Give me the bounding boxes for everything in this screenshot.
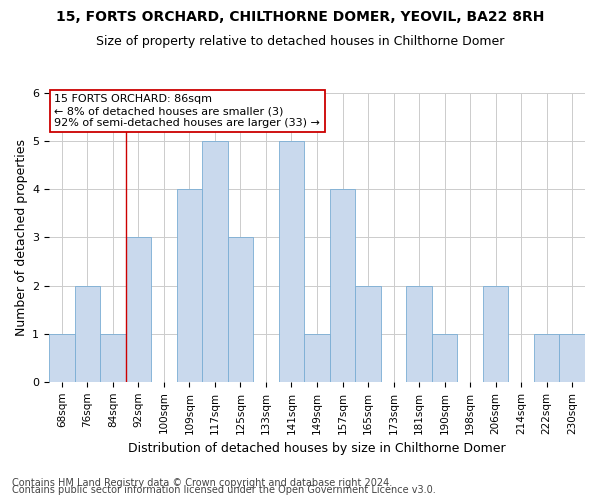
Bar: [483, 286, 508, 382]
X-axis label: Distribution of detached houses by size in Chilthorne Domer: Distribution of detached houses by size …: [128, 442, 506, 455]
Bar: [304, 334, 330, 382]
Bar: [432, 334, 457, 382]
Bar: [559, 334, 585, 382]
Text: Size of property relative to detached houses in Chilthorne Domer: Size of property relative to detached ho…: [96, 35, 504, 48]
Bar: [74, 286, 100, 382]
Y-axis label: Number of detached properties: Number of detached properties: [15, 139, 28, 336]
Bar: [330, 190, 355, 382]
Bar: [227, 238, 253, 382]
Text: Contains HM Land Registry data © Crown copyright and database right 2024.: Contains HM Land Registry data © Crown c…: [12, 478, 392, 488]
Bar: [406, 286, 432, 382]
Bar: [49, 334, 74, 382]
Bar: [176, 190, 202, 382]
Text: Contains public sector information licensed under the Open Government Licence v3: Contains public sector information licen…: [12, 485, 436, 495]
Text: 15 FORTS ORCHARD: 86sqm
← 8% of detached houses are smaller (3)
92% of semi-deta: 15 FORTS ORCHARD: 86sqm ← 8% of detached…: [55, 94, 320, 128]
Text: 15, FORTS ORCHARD, CHILTHORNE DOMER, YEOVIL, BA22 8RH: 15, FORTS ORCHARD, CHILTHORNE DOMER, YEO…: [56, 10, 544, 24]
Bar: [125, 238, 151, 382]
Bar: [279, 141, 304, 382]
Bar: [202, 141, 227, 382]
Bar: [534, 334, 559, 382]
Bar: [100, 334, 125, 382]
Bar: [355, 286, 381, 382]
